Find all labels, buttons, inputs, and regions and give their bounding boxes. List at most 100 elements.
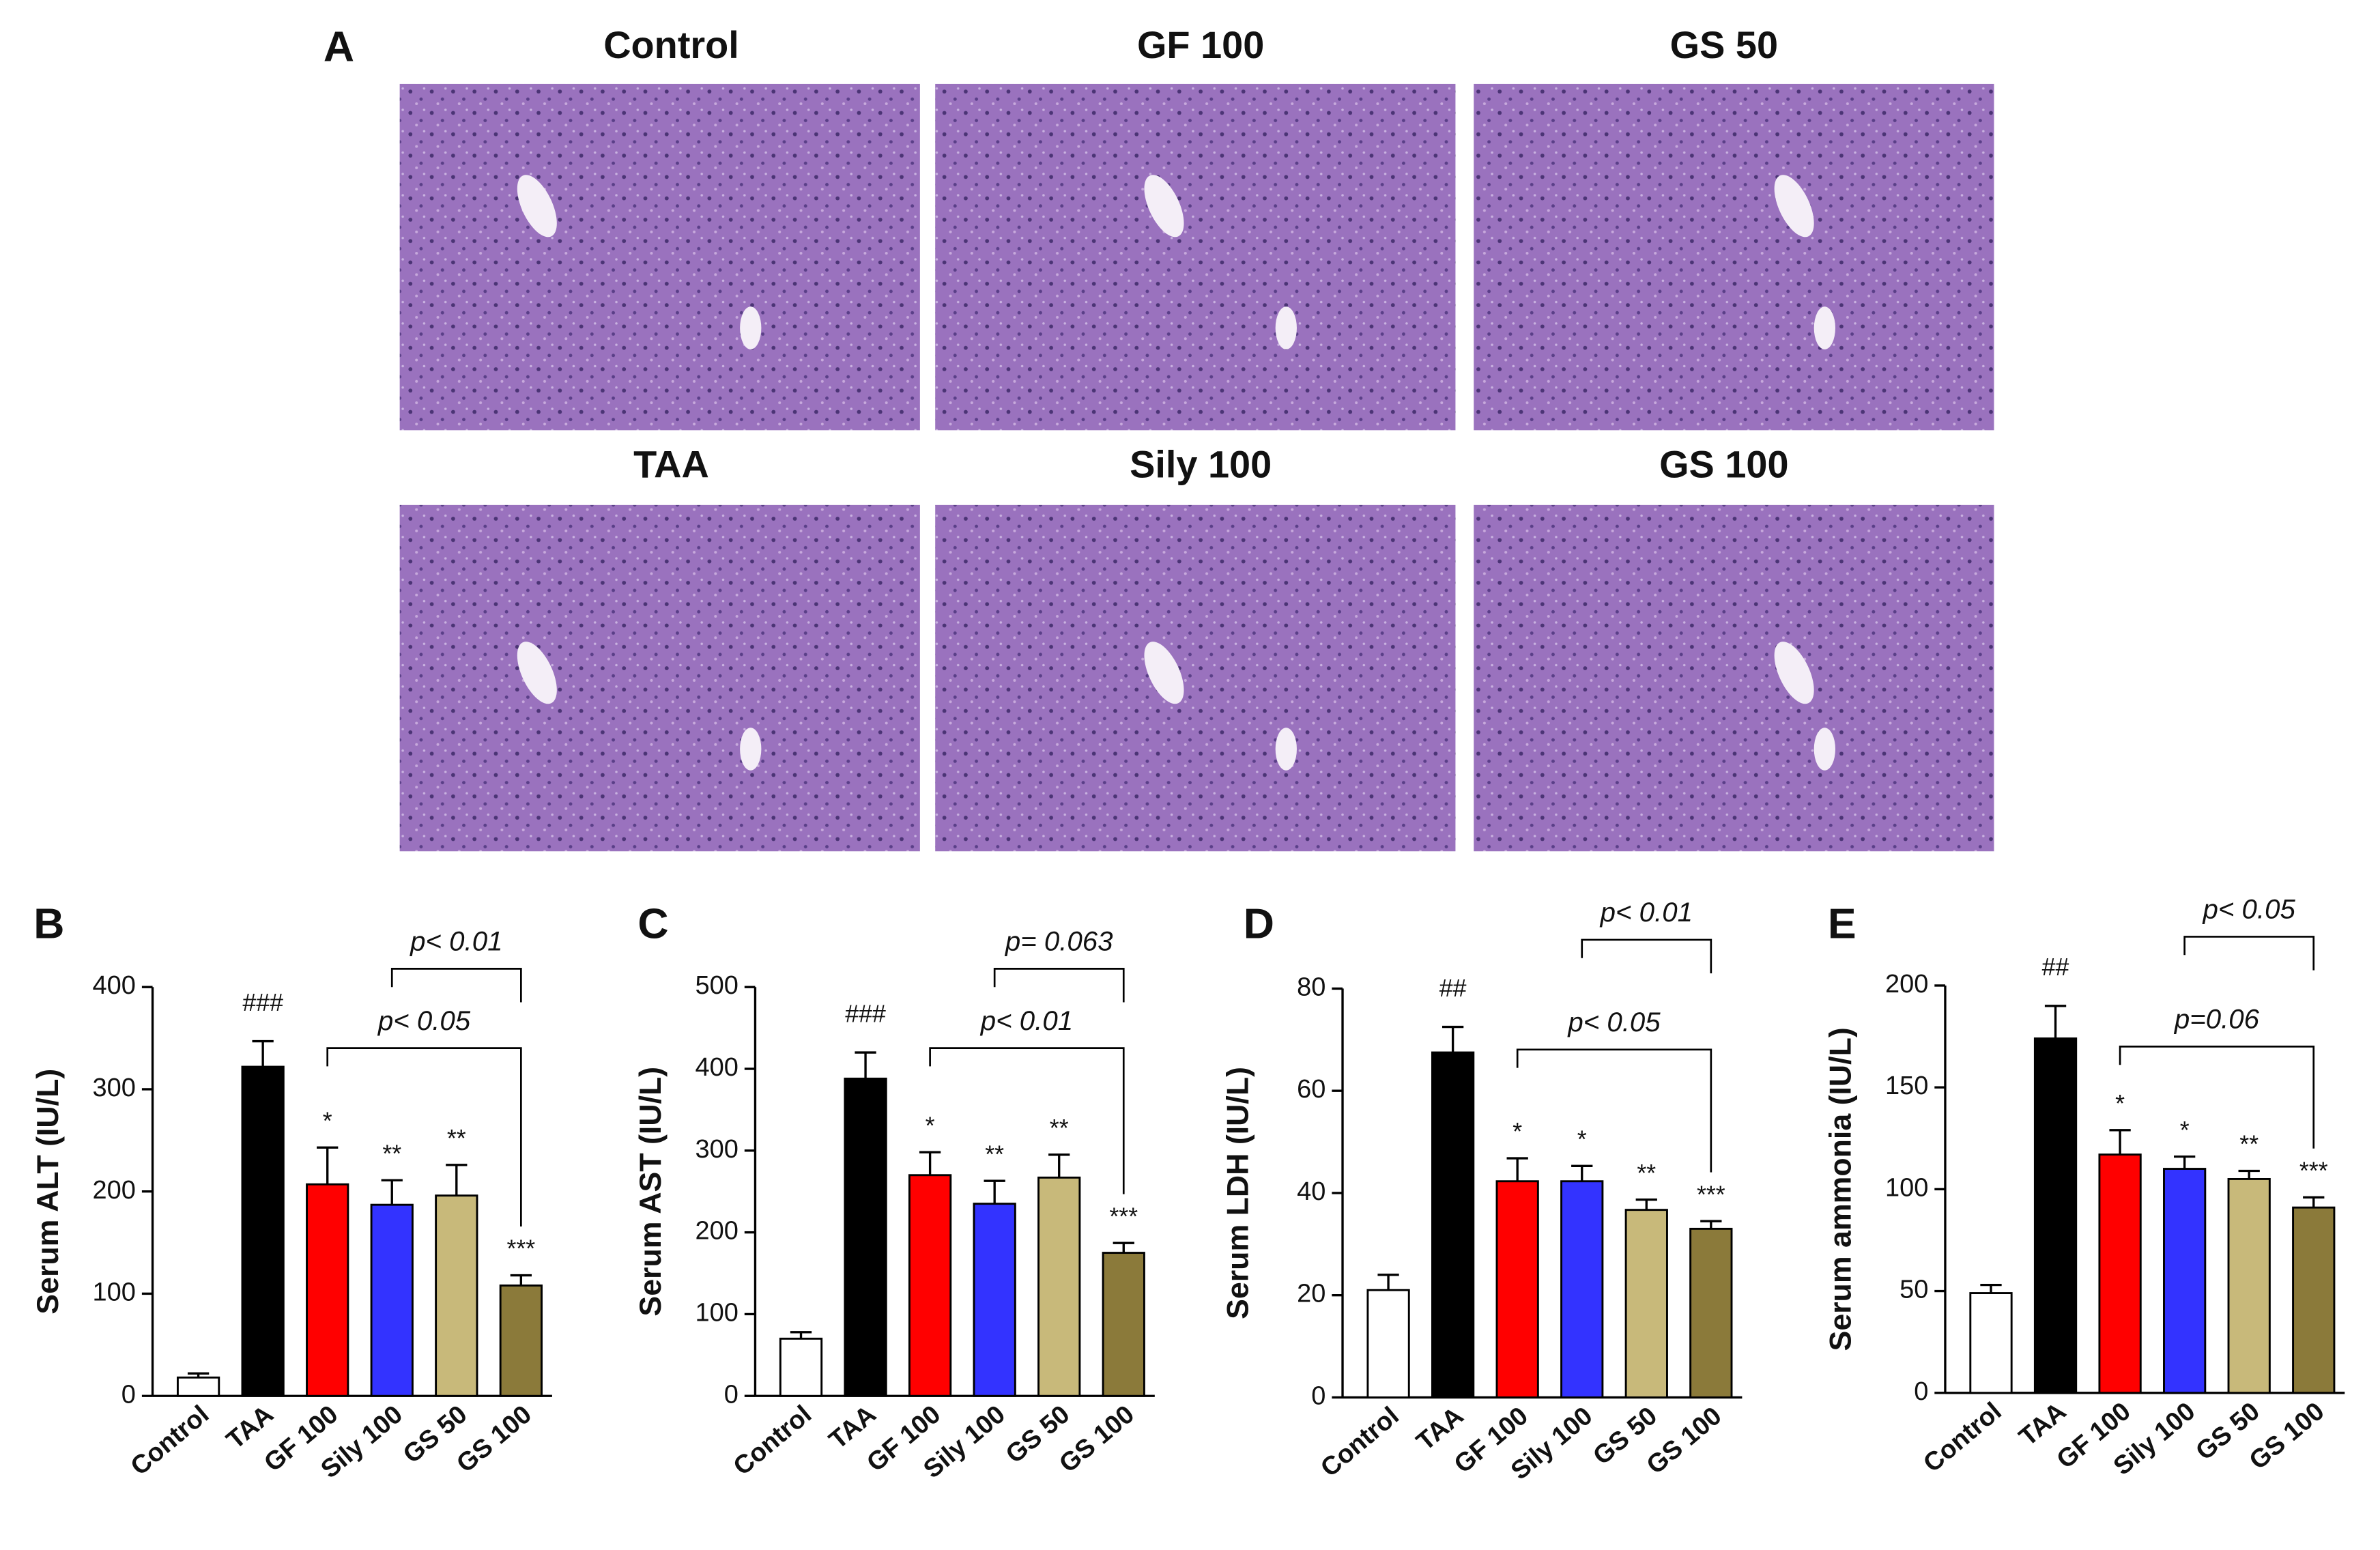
y-tick-label: 100 xyxy=(93,1278,136,1307)
significance-mark: * xyxy=(323,1107,332,1134)
comparison-bracket xyxy=(929,1047,1125,1194)
significance-mark: ** xyxy=(1637,1160,1656,1187)
bar xyxy=(1495,1180,1539,1398)
image-title: GF 100 xyxy=(1137,23,1264,66)
y-axis-label: Serum LDH (IU/L) xyxy=(1221,1067,1254,1319)
bar xyxy=(241,1065,285,1397)
histology-image xyxy=(935,83,1456,431)
panel-label: B xyxy=(33,900,64,948)
histology-image xyxy=(1474,83,1994,431)
panel-label: A xyxy=(324,23,354,70)
significance-mark: * xyxy=(2180,1117,2190,1144)
bar xyxy=(306,1183,349,1397)
y-tick-label: 150 xyxy=(1885,1072,1928,1100)
bar xyxy=(176,1376,220,1397)
image-title: GS 50 xyxy=(1670,23,1778,66)
significance-mark: ### xyxy=(845,1000,886,1027)
panel-label: E xyxy=(1828,900,1856,948)
comparison-label: p< 0.01 xyxy=(1600,897,1693,928)
significance-mark: * xyxy=(1512,1118,1522,1145)
y-tick-label: 60 xyxy=(1297,1075,1325,1104)
comparison-label: p< 0.01 xyxy=(980,1005,1073,1036)
histology-image xyxy=(1474,504,1994,852)
significance-mark: ** xyxy=(447,1125,466,1152)
x-tick-label: Control xyxy=(1315,1401,1404,1482)
histology-grid: Control GF 100 GS 50 TAA Sily 100 GS 100 xyxy=(399,23,1994,852)
significance-mark: * xyxy=(926,1112,935,1139)
vessel xyxy=(1144,175,1184,238)
bar xyxy=(2163,1168,2207,1394)
comparison-bracket xyxy=(2183,936,2315,971)
comparison-bracket xyxy=(1516,1048,1712,1173)
bar xyxy=(1969,1292,2013,1394)
comparison-bracket xyxy=(390,968,522,1003)
vessel xyxy=(1144,642,1184,704)
image-title: Sily 100 xyxy=(1130,443,1272,486)
y-tick-label: 400 xyxy=(695,1053,738,1082)
comparison-label: p< 0.05 xyxy=(2203,894,2296,925)
vessel xyxy=(517,642,557,704)
y-tick-label: 300 xyxy=(695,1135,738,1164)
vessel xyxy=(1774,642,1814,704)
y-axis-label: Serum ammonia (IU/L) xyxy=(1824,1027,1857,1351)
histology-image xyxy=(399,504,920,852)
vessel xyxy=(740,306,762,349)
significance-mark: ## xyxy=(1439,975,1467,1002)
bar xyxy=(435,1194,478,1397)
comparison-bracket xyxy=(326,1047,522,1226)
bar xyxy=(499,1285,543,1397)
vessel xyxy=(1774,175,1814,238)
y-axis-label: Serum AST (IU/L) xyxy=(634,1067,668,1317)
y-tick-label: 200 xyxy=(1885,970,1928,999)
y-tick-label: 20 xyxy=(1297,1280,1325,1308)
y-tick-label: 0 xyxy=(121,1380,136,1409)
significance-mark: *** xyxy=(506,1235,535,1263)
bar xyxy=(1624,1209,1668,1398)
significance-mark: * xyxy=(2115,1090,2125,1117)
bar xyxy=(1431,1051,1475,1398)
histology-image xyxy=(399,83,920,431)
panel-label: D xyxy=(1244,900,1274,948)
bar xyxy=(2033,1037,2078,1394)
y-tick-label: 80 xyxy=(1297,973,1325,1001)
bar xyxy=(1102,1252,1145,1397)
vessel xyxy=(1813,306,1836,349)
y-tick-label: 200 xyxy=(695,1217,738,1246)
bar xyxy=(2292,1206,2336,1394)
bar xyxy=(779,1337,823,1397)
vessel xyxy=(517,175,557,238)
bar xyxy=(844,1077,887,1397)
vessel xyxy=(1275,306,1297,349)
image-title: Control xyxy=(603,23,739,66)
vessel xyxy=(740,728,762,771)
bar xyxy=(1366,1289,1410,1398)
significance-mark: * xyxy=(1577,1125,1587,1153)
bar-chart: C Serum AST (IU/L) 0 100 200 300 400 500 Control… xyxy=(634,900,1155,1484)
significance-mark: *** xyxy=(2299,1157,2328,1184)
comparison-label: p=0.06 xyxy=(2174,1004,2260,1035)
y-tick-label: 100 xyxy=(695,1298,738,1327)
y-tick-label: 50 xyxy=(1899,1276,1928,1304)
bar xyxy=(2227,1177,2271,1394)
significance-mark: ** xyxy=(1050,1115,1069,1142)
histology-image xyxy=(935,504,1456,852)
y-tick-label: 0 xyxy=(1914,1377,1928,1406)
comparison-label: p= 0.063 xyxy=(1005,926,1113,957)
vessel xyxy=(1275,728,1297,771)
significance-mark: ### xyxy=(242,989,283,1016)
significance-mark: ** xyxy=(382,1140,401,1167)
y-tick-label: 200 xyxy=(93,1176,136,1205)
significance-mark: *** xyxy=(1109,1203,1138,1230)
comparison-label: p< 0.01 xyxy=(410,926,502,957)
bar xyxy=(1037,1176,1081,1397)
bar xyxy=(2098,1153,2142,1394)
image-title: GS 100 xyxy=(1659,443,1788,486)
image-title: TAA xyxy=(633,443,709,486)
x-tick-label: Control xyxy=(1918,1397,2007,1478)
y-tick-label: 0 xyxy=(724,1380,739,1409)
panel-label: C xyxy=(637,900,668,948)
significance-mark: ** xyxy=(2239,1131,2259,1158)
bar xyxy=(908,1174,952,1397)
